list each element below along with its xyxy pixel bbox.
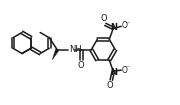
Text: N: N [110,68,117,77]
Text: O: O [121,21,127,30]
Text: NH: NH [69,45,82,54]
Polygon shape [52,49,59,60]
Text: O: O [101,14,108,23]
Text: N: N [110,23,117,32]
Text: ⁻: ⁻ [125,19,130,28]
Text: O: O [107,81,114,90]
Text: O: O [78,61,85,70]
Text: ⁻: ⁻ [125,64,130,73]
Text: O: O [121,66,127,75]
